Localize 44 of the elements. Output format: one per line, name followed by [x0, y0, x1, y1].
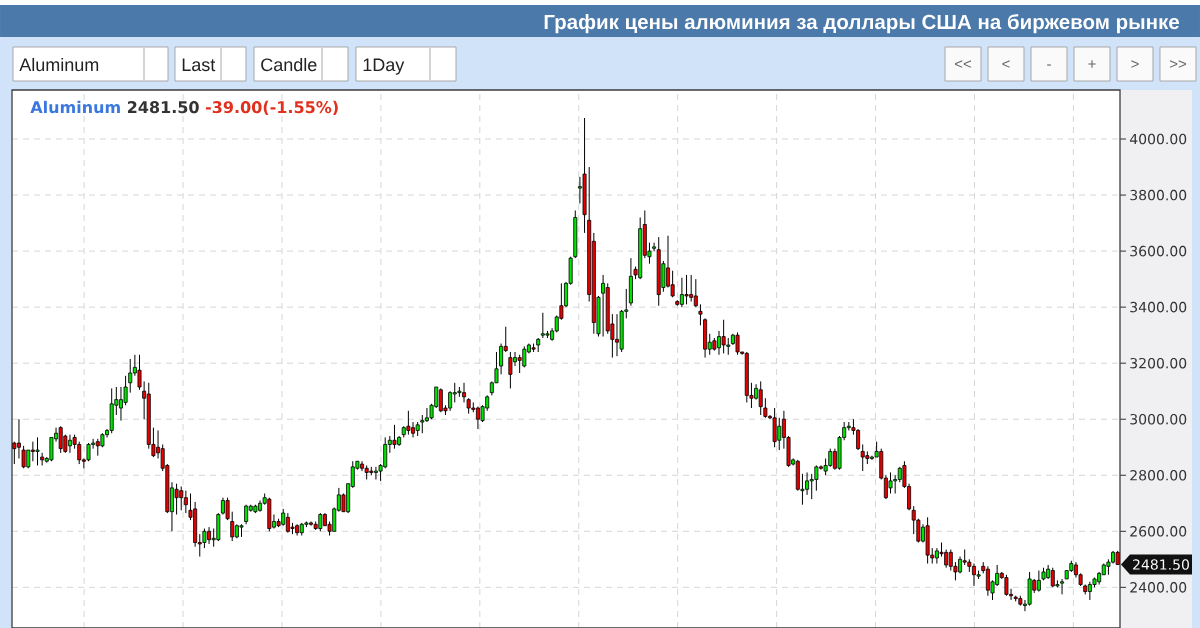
candlestick — [772, 407, 777, 448]
candlestick — [406, 410, 411, 436]
candlestick — [225, 497, 230, 521]
text: Last — [182, 58, 216, 72]
candlestick — [763, 397, 768, 419]
annotation: 2481.50 — [127, 101, 199, 114]
candlestick — [698, 303, 703, 326]
y-tick-label: 2600.00 — [1130, 526, 1187, 537]
text: + — [1088, 60, 1096, 68]
y-tick-label: 3200.00 — [1130, 357, 1187, 369]
candlestick — [758, 380, 763, 416]
y-tick-label: 3400.00 — [1130, 301, 1187, 313]
y-tick-label: 3800.00 — [1130, 189, 1187, 201]
text: > — [1131, 60, 1139, 68]
y-tick-label: 4000.00 — [1129, 133, 1187, 145]
y-tick-label: 2400.00 — [1130, 582, 1187, 593]
candlestick — [174, 483, 179, 515]
chart-title: График цены алюминия за доллары США на биржевом рынке — [544, 13, 1180, 34]
annotation: -39.00(-1.55%) — [205, 100, 338, 116]
candlestick — [508, 351, 513, 389]
text: 1Day — [363, 58, 405, 75]
candlestick — [888, 471, 893, 494]
candlestick — [202, 528, 207, 549]
candlestick — [735, 331, 740, 356]
annotation: Aluminum — [30, 100, 120, 114]
text: >> — [1169, 60, 1187, 68]
y-tick-label: 3600.00 — [1130, 245, 1187, 257]
candlestick — [40, 452, 45, 466]
text: << — [954, 60, 972, 68]
text: 2481.50 — [1133, 559, 1189, 570]
candlestick — [230, 511, 235, 542]
candlestick — [128, 358, 133, 394]
candlestick — [392, 424, 397, 450]
text: < — [1002, 60, 1010, 68]
candlestick — [35, 436, 40, 466]
y-tick-label: 2800.00 — [1130, 469, 1187, 481]
text: - — [1047, 64, 1051, 66]
candlestick — [1004, 574, 1009, 597]
text: Aluminum — [19, 57, 99, 72]
candlestick — [721, 319, 726, 354]
candlestick — [693, 278, 698, 308]
candlestick — [684, 274, 689, 305]
y-tick-label: 3000.00 — [1130, 413, 1187, 425]
text: Candle — [261, 57, 317, 72]
